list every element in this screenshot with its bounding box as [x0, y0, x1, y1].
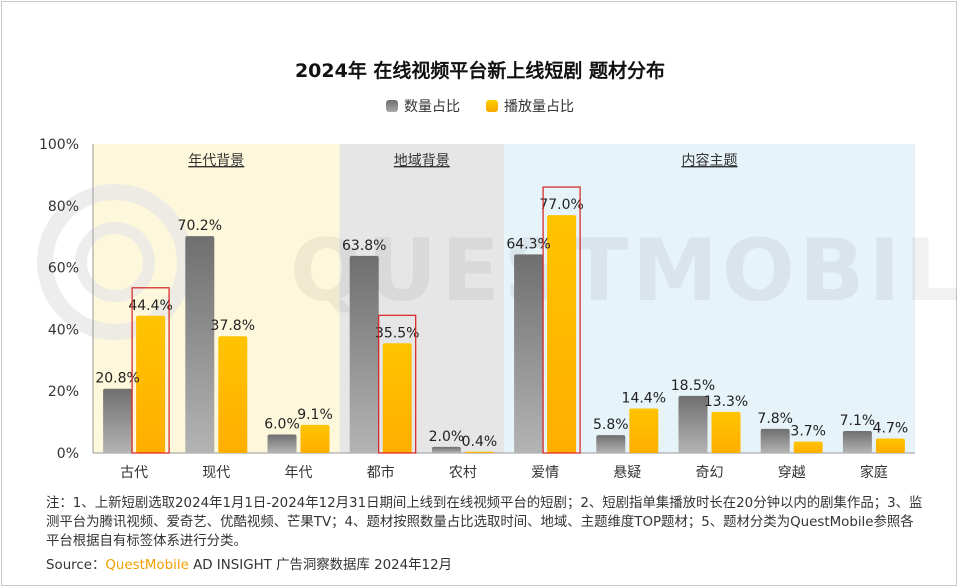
- highlight-box: [542, 186, 581, 454]
- legend-label-views: 播放量占比: [504, 99, 574, 115]
- source-rest: AD INSIGHT 广告洞察数据库 2024年12月: [188, 558, 452, 573]
- legend-swatch-count: [386, 100, 398, 112]
- data-label-views: 9.1%: [297, 407, 333, 423]
- bar-count: [678, 395, 708, 453]
- axes: 0% 20% 40% 60% 80% 100% 古代 现代 年代 都市 农村 爱情 悬疑 奇幻 穿越 家庭: [39, 137, 915, 481]
- watermark: QUESTMOBILE: [37, 184, 960, 340]
- data-label-count: 63.8%: [342, 238, 386, 254]
- bar-views: [382, 343, 412, 453]
- x-tick-label: 年代: [285, 465, 313, 481]
- y-tick-label: 40%: [48, 322, 79, 338]
- source-brand: QuestMobile: [105, 558, 189, 573]
- bar-count: [760, 428, 790, 453]
- x-tick-label: 穿越: [778, 465, 806, 481]
- highlight-box: [378, 314, 417, 454]
- data-label-count: 64.3%: [506, 236, 550, 252]
- highlight-box: [131, 287, 170, 454]
- bar-count: [103, 388, 133, 453]
- bar-views: [547, 215, 577, 453]
- y-tick-label: 80%: [48, 199, 79, 215]
- data-label-views: 35.5%: [375, 325, 419, 341]
- y-tick-label: 0%: [57, 446, 79, 462]
- data-label-views: 14.4%: [622, 391, 666, 407]
- bar-views: [875, 438, 905, 453]
- x-tick-label: 农村: [449, 465, 477, 481]
- y-tick-label: 20%: [48, 384, 79, 400]
- group-label-2: 内容主题: [682, 152, 738, 169]
- data-label-count: 6.0%: [264, 416, 300, 432]
- data-label-views: 3.7%: [790, 424, 826, 440]
- data-label-count: 7.8%: [757, 411, 793, 427]
- data-label-views: 13.3%: [704, 394, 748, 410]
- watermark-text: QUESTMOBILE: [290, 221, 960, 321]
- legend-item-count: 数量占比: [386, 96, 460, 116]
- data-label-count: 7.1%: [840, 413, 876, 429]
- data-label-count: 5.8%: [593, 417, 629, 433]
- data-labels: 20.8% 44.4% 70.2% 37.8% 6.0%9.1% 63.8% 35.5% 2.…: [95, 186, 909, 454]
- x-tick-label: 爱情: [531, 465, 559, 481]
- x-tick-label: 悬疑: [613, 465, 641, 481]
- data-label-views: 37.8%: [211, 318, 255, 334]
- data-label-count: 2.0%: [429, 429, 465, 445]
- data-label-count: 70.2%: [178, 218, 222, 234]
- x-tick-label: 都市: [367, 464, 395, 481]
- legend: 数量占比 播放量占比: [0, 96, 960, 116]
- bars: [103, 215, 905, 453]
- watermark-logo-inner: [75, 222, 155, 302]
- data-label-count: 18.5%: [671, 378, 715, 394]
- data-label-views: 4.7%: [873, 420, 909, 436]
- data-label-views: 77.0%: [539, 197, 583, 213]
- legend-item-views: 播放量占比: [486, 96, 574, 116]
- x-tick-label: 现代: [202, 465, 230, 481]
- legend-label-count: 数量占比: [404, 99, 460, 115]
- bar-views: [464, 451, 494, 453]
- watermark-logo-ring: [37, 184, 193, 340]
- bar-views: [629, 408, 659, 453]
- bar-count: [842, 431, 872, 453]
- bar-count: [185, 236, 215, 453]
- bar-count: [431, 446, 461, 453]
- bar-views: [300, 424, 330, 453]
- bar-views: [711, 411, 741, 453]
- y-tick-label: 100%: [39, 137, 79, 153]
- bar-views: [136, 315, 166, 453]
- legend-swatch-views: [486, 100, 498, 112]
- x-tick-label: 家庭: [860, 464, 888, 481]
- group-label-0: 年代背景: [188, 153, 244, 169]
- group-label-1: 地域背景: [394, 153, 450, 169]
- y-tick-label: 60%: [48, 261, 79, 277]
- x-tick-label: 古代: [120, 465, 148, 481]
- bar-count: [596, 435, 626, 453]
- data-label-views: 0.4%: [462, 434, 498, 450]
- bar-count: [267, 434, 297, 453]
- data-label-count: 20.8%: [95, 371, 139, 387]
- chart-title: 2024年 在线视频平台新上线短剧 题材分布: [294, 60, 666, 82]
- footnotes: 注：1、上新短剧选取2024年1月1日-2024年12月31日期间上线到在线视频…: [46, 496, 923, 549]
- source-line: Source：QuestMobile AD INSIGHT 广告洞察数据库 20…: [46, 553, 452, 573]
- data-label-views: 44.4%: [128, 298, 172, 314]
- x-tick-label: 奇幻: [696, 464, 724, 481]
- bar-count: [349, 255, 379, 453]
- bar-count: [514, 254, 544, 453]
- source-prefix: Source：: [46, 558, 106, 573]
- bar-views: [218, 336, 248, 453]
- bar-views: [793, 441, 823, 453]
